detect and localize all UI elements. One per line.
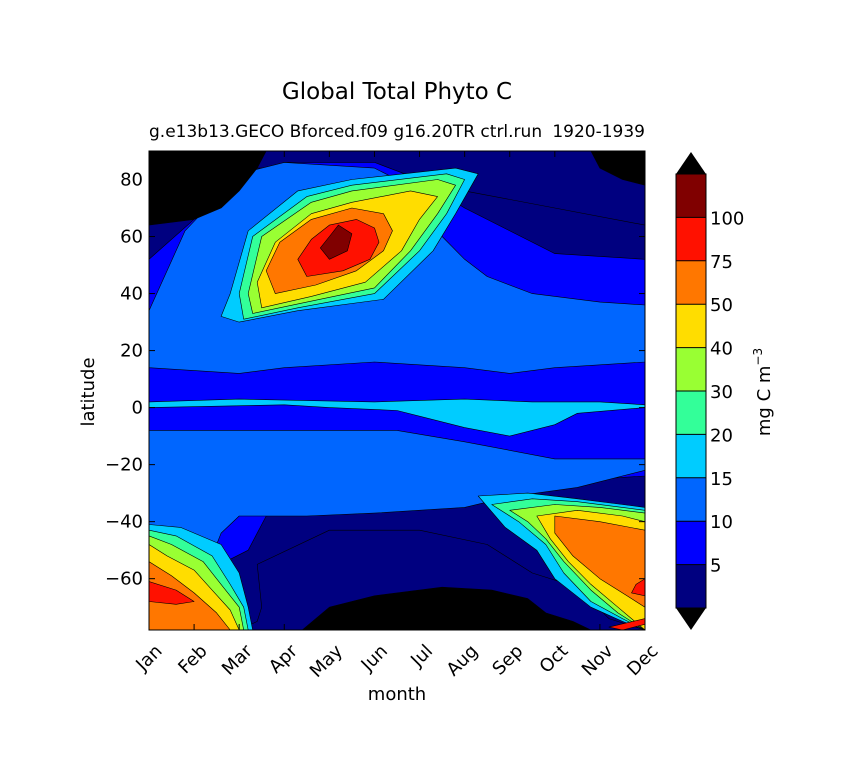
contour-region-25 <box>149 151 267 226</box>
colorbar-segment <box>676 434 706 478</box>
x-tick-label: Apr <box>265 640 302 677</box>
y-tick-label: 40 <box>120 284 143 305</box>
x-tick-label: Mar <box>218 640 257 679</box>
x-tick-label: Feb <box>174 641 211 678</box>
colorbar-tick-label: 5 <box>710 556 721 577</box>
contour-region-27 <box>301 586 592 630</box>
x-tick-label: Jun <box>357 641 392 676</box>
y-tick-label: 20 <box>120 341 143 362</box>
x-axis-label: month <box>368 684 426 705</box>
chart-subtitle-right: 1920-1939 <box>552 122 645 142</box>
contour-region-18 <box>149 561 231 630</box>
colorbar-tick-label: 20 <box>710 425 733 446</box>
contour-region-23 <box>608 618 645 630</box>
colorbar: 5 10 15 20 30 40 50 75 100 <box>675 152 744 630</box>
y-tick-label: −40 <box>105 512 143 533</box>
colorbar-tick-label: 10 <box>710 512 733 533</box>
colorbar-segment <box>676 347 706 391</box>
colorbar-segment <box>676 477 706 522</box>
colorbar-tick-label: 50 <box>710 295 733 316</box>
x-tick-label: Dec <box>623 641 662 680</box>
x-tick-label: Aug <box>443 641 483 681</box>
colorbar-tick-label: 15 <box>710 469 733 490</box>
y-axis-label: latitude <box>78 357 99 426</box>
chart-subtitle-left: g.e13b13.GECO Bforced.f09 g16.20TR ctrl.… <box>149 122 542 142</box>
colorbar-segment <box>676 174 706 218</box>
contour-region-24 <box>319 224 353 260</box>
colorbar-tick-label: 75 <box>710 252 733 273</box>
colorbar-tick-label: 40 <box>710 339 733 360</box>
colorbar-extend-bottom <box>676 608 706 630</box>
colorbar-label-exponent: −3 <box>751 348 765 366</box>
x-tick-label: Jan <box>131 641 166 676</box>
colorbar-segment <box>676 521 706 565</box>
colorbar-segment <box>676 391 706 435</box>
colorbar-segment <box>676 564 706 608</box>
contour-region-21 <box>149 581 195 605</box>
colorbar-segment <box>676 217 706 261</box>
y-tick-label: −20 <box>105 455 143 476</box>
colorbar-extend-top <box>676 152 706 174</box>
colorbar-tick-label: 100 <box>710 208 744 229</box>
plot-frame <box>148 150 646 631</box>
chart-title: Global Total Phyto C <box>282 79 512 105</box>
contour-region-20 <box>631 578 645 597</box>
y-tick-label: −60 <box>105 569 143 590</box>
contour-region-6 <box>149 398 645 437</box>
x-tick-label: Nov <box>578 640 618 680</box>
x-tick-label: Sep <box>488 641 527 680</box>
y-tick-label: 60 <box>120 227 143 248</box>
y-axis: −60 −40 −20 0 20 40 60 80 <box>105 170 645 590</box>
y-tick-label: 0 <box>132 398 143 419</box>
colorbar-label-unit: mg C m <box>754 366 775 437</box>
x-tick-label: Jul <box>406 641 437 672</box>
colorbar-label: mg C m−3 <box>751 348 775 436</box>
contour-region-26 <box>590 151 645 186</box>
x-tick-label: Oct <box>536 641 573 678</box>
plot-area <box>149 151 645 630</box>
x-tick-label: May <box>306 640 347 681</box>
y-tick-label: 80 <box>120 170 143 191</box>
contour-region-17 <box>554 515 645 608</box>
colorbar-segment <box>676 304 706 348</box>
colorbar-tick-label: 30 <box>710 382 733 403</box>
colorbar-segment <box>676 260 706 305</box>
